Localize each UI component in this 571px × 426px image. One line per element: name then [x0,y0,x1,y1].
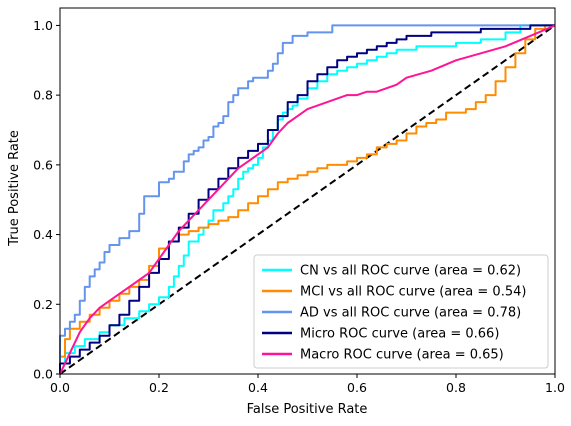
x-tick-label: 0.8 [446,380,466,395]
y-tick-label: 0.0 [33,367,53,382]
roc-curve-series-2 [59,24,555,374]
y-axis-label: True Positive Rate [7,130,22,247]
legend-label: CN vs all ROC curve (area = 0.62) [300,264,521,279]
y-tick-label: 0.6 [33,157,53,172]
chance-diagonal-line [59,24,556,375]
ticks-layer: 0.0 0.2 0.4 0.6 0.8 1.0 0.0 0.2 0.4 0.6 0.8 1.0 [33,18,565,395]
y-tick-label: 1.0 [33,18,53,33]
x-tick-label: 0.6 [347,380,367,395]
legend-label: AD vs all ROC curve (area = 0.78) [300,306,521,321]
legend-label: Macro ROC curve (area = 0.65) [300,348,504,363]
plot-frame [59,7,556,375]
x-tick-label: 0.2 [149,380,169,395]
y-tick-label: 0.2 [33,297,53,312]
roc-curve-series-0 [59,24,555,374]
legend-box [253,254,549,369]
y-tick-label: 0.8 [33,88,53,103]
x-tick-label: 1.0 [545,380,565,395]
x-tick-label: 0.0 [50,380,70,395]
curves-layer [59,24,556,375]
x-axis-label: False Positive Rate [247,402,368,417]
legend-label: Micro ROC curve (area = 0.66) [300,327,499,342]
legend: CN vs all ROC curve (area = 0.62) MCI vs … [253,254,549,369]
x-tick-label: 0.4 [248,380,268,395]
roc-curve-series-3 [59,24,555,374]
roc-curve-series-1 [59,24,555,374]
roc-curve-series-4 [59,24,556,375]
y-tick-label: 0.4 [33,227,53,242]
legend-label: MCI vs all ROC curve (area = 0.54) [300,285,526,300]
